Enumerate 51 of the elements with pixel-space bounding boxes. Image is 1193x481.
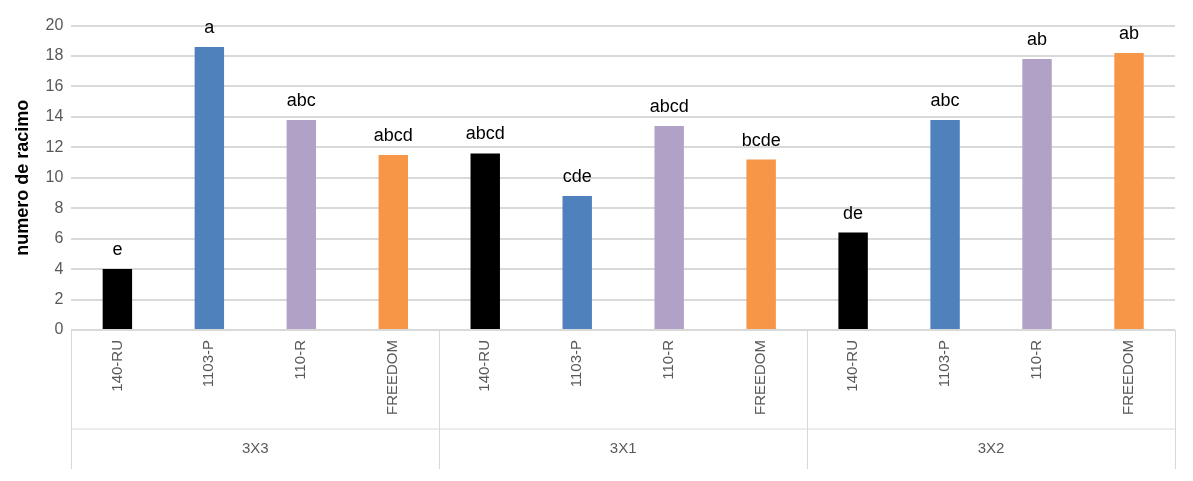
x-tick-label: 110-R [1027,339,1045,380]
data-label: a [204,16,216,37]
data-label: ab [1027,29,1048,50]
bar [378,154,408,329]
text: 3X2 [977,439,1005,457]
x-tick-label: 140-RU [107,340,125,392]
y-tick-label: 8 [54,198,64,216]
y-tick-label: 16 [45,76,64,94]
bar [194,46,225,329]
x-tick-label: 110-R [291,339,309,380]
y-tick-label: 10 [45,168,64,186]
text: 3X3 [241,439,269,457]
x-tick-label: 1103-P [199,340,217,388]
x-tick-label: 140-RU [475,340,493,392]
x-tick-label: 1103-P [567,340,585,388]
x-tick-label: 1103-P [935,340,953,388]
x-tick-label: 110-R [659,339,677,380]
bar [746,159,776,329]
bar [562,196,592,329]
x-tick-label: FREEDOM [383,340,401,415]
y-tick-label: 6 [54,229,64,247]
y-tick-label: 4 [54,259,64,277]
x-tick-label: 140-RU [843,340,861,392]
bar [654,126,684,329]
x-tick-label: FREEDOM [751,340,769,415]
y-tick-label: 12 [45,137,64,155]
y-tick-label: 2 [54,289,64,307]
data-label: abcd [373,124,413,145]
data-label: cde [562,166,592,187]
data-label: abcd [465,123,505,144]
bar [470,153,500,329]
y-tick-label: 0 [54,320,64,338]
data-label: e [112,239,123,260]
bar [1114,53,1144,329]
data-label: bcde [741,129,781,150]
data-label: ab [1119,22,1140,43]
bar [930,119,960,329]
y-axis-title: numero de racimo [11,99,32,256]
bar [102,269,133,329]
y-tick-label: 18 [45,46,64,64]
y-tick-label: 20 [45,16,64,34]
bar [1022,59,1052,329]
data-label: abc [286,89,316,110]
y-tick-label: 14 [45,107,64,125]
text: 3X1 [609,439,637,457]
data-label: abc [930,89,960,110]
data-label: abcd [649,96,689,117]
bar [286,119,317,329]
data-label: de [843,202,864,223]
x-tick-label: FREEDOM [1119,340,1137,415]
bar [838,232,868,329]
